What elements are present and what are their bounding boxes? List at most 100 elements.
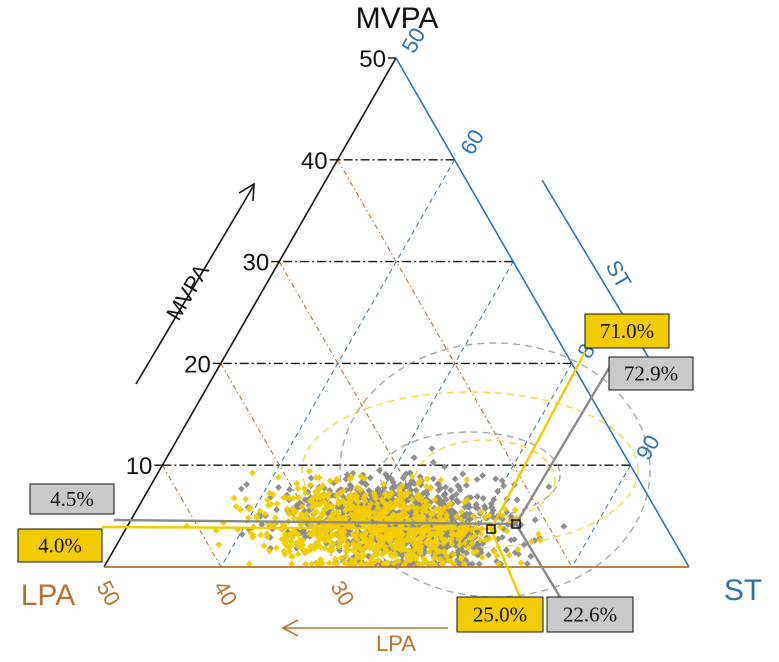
data-point bbox=[400, 537, 408, 545]
leader-line-1 bbox=[113, 518, 517, 526]
data-point bbox=[313, 500, 320, 508]
data-point bbox=[282, 494, 290, 501]
data-point bbox=[457, 516, 465, 523]
data-point bbox=[520, 541, 528, 549]
grid-line-lpa-20 bbox=[278, 261, 456, 568]
callout-box bbox=[584, 313, 670, 349]
data-point bbox=[388, 475, 395, 483]
data-point bbox=[477, 530, 485, 538]
data-point bbox=[242, 495, 250, 503]
data-point bbox=[356, 514, 363, 522]
data-point bbox=[243, 480, 251, 488]
data-point bbox=[355, 503, 362, 511]
grid-line-st-80 bbox=[454, 363, 573, 568]
tick-label-lpa-30: 30 bbox=[326, 576, 360, 610]
data-point bbox=[473, 493, 481, 500]
mean-marker-gray bbox=[511, 519, 521, 529]
data-point bbox=[420, 532, 428, 540]
st-direction-arrow bbox=[541, 179, 666, 386]
data-point bbox=[358, 560, 366, 568]
data-point bbox=[354, 498, 362, 505]
data-point bbox=[388, 552, 395, 560]
data-point bbox=[298, 542, 306, 549]
data-point bbox=[344, 540, 352, 548]
data-point bbox=[465, 560, 472, 568]
data-point bbox=[511, 506, 519, 514]
data-point bbox=[275, 484, 282, 491]
data-point bbox=[422, 543, 429, 551]
data-point bbox=[378, 550, 386, 558]
tick-label-lpa-50: 50 bbox=[92, 576, 126, 610]
data-point bbox=[415, 560, 422, 568]
callout-label: 72.9% bbox=[624, 362, 678, 386]
data-point bbox=[321, 544, 329, 552]
data-point bbox=[416, 549, 424, 557]
data-point bbox=[421, 502, 429, 510]
data-point bbox=[412, 555, 419, 563]
data-point bbox=[503, 527, 511, 535]
data-point bbox=[371, 508, 379, 516]
data-point bbox=[399, 513, 407, 521]
data-point bbox=[417, 544, 424, 552]
data-point bbox=[314, 560, 322, 568]
data-point bbox=[467, 531, 475, 538]
tick-label-mvpa-20: 20 bbox=[184, 351, 211, 378]
grid-line-st-60 bbox=[220, 159, 456, 568]
callout-label: 22.6% bbox=[563, 603, 617, 627]
data-point bbox=[349, 540, 357, 547]
data-point bbox=[380, 480, 388, 488]
data-point bbox=[298, 503, 306, 511]
data-point bbox=[237, 506, 244, 514]
data-point bbox=[271, 514, 279, 522]
data-point bbox=[417, 496, 425, 504]
data-point bbox=[351, 510, 359, 518]
data-point bbox=[398, 552, 406, 560]
data-point bbox=[381, 504, 389, 512]
data-point bbox=[361, 474, 369, 482]
data-point bbox=[412, 508, 420, 516]
data-point bbox=[330, 508, 337, 516]
callout-label: 4.0% bbox=[38, 534, 82, 558]
data-point bbox=[390, 559, 398, 567]
data-point bbox=[333, 492, 341, 499]
data-point bbox=[314, 539, 322, 547]
data-point bbox=[414, 516, 421, 523]
data-point bbox=[382, 546, 390, 554]
data-point bbox=[437, 484, 445, 492]
data-point bbox=[404, 557, 411, 564]
data-point bbox=[425, 532, 433, 540]
data-point bbox=[493, 552, 501, 560]
data-point bbox=[258, 521, 266, 528]
data-point bbox=[280, 547, 288, 555]
data-point bbox=[463, 476, 471, 484]
data-point bbox=[386, 499, 394, 507]
data-point bbox=[470, 512, 477, 520]
data-point bbox=[230, 494, 238, 502]
data-point bbox=[460, 560, 468, 568]
data-point bbox=[385, 515, 392, 523]
data-point bbox=[392, 501, 399, 509]
data-point bbox=[366, 474, 374, 482]
data-point bbox=[437, 476, 445, 484]
data-point bbox=[407, 556, 415, 564]
data-point bbox=[470, 549, 477, 557]
leader-line-6 bbox=[514, 523, 562, 598]
data-point bbox=[267, 521, 275, 529]
data-point bbox=[266, 489, 274, 497]
data-point bbox=[348, 556, 356, 564]
data-point bbox=[237, 485, 245, 493]
data-point bbox=[430, 560, 438, 568]
data-point bbox=[448, 493, 456, 501]
data-point bbox=[261, 510, 269, 518]
data-point bbox=[358, 479, 365, 486]
data-point bbox=[341, 506, 349, 514]
data-point bbox=[361, 506, 369, 514]
data-point bbox=[394, 540, 401, 548]
data-point bbox=[439, 560, 446, 568]
callout-yellow-lpa: 25.0% bbox=[456, 596, 544, 633]
data-point bbox=[289, 552, 297, 560]
data-point bbox=[368, 532, 375, 540]
data-point bbox=[438, 529, 446, 537]
data-point bbox=[347, 482, 355, 490]
data-point bbox=[303, 510, 311, 518]
